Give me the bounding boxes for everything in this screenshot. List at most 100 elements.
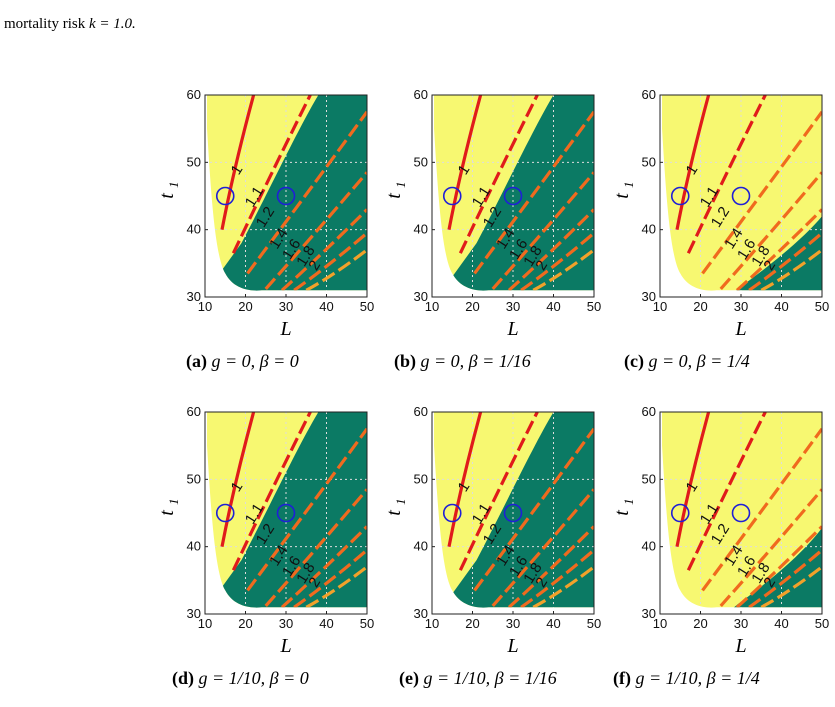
y-axis-title: t [383,510,405,516]
contour-line [507,525,595,608]
marker-circle [276,503,296,523]
caption-tag: (e) [399,668,424,688]
y-tick-label: 30 [187,289,201,304]
contour-line [447,412,483,547]
contour-line [246,110,368,275]
x-tick-label: 50 [587,616,601,631]
y-tick-label: 40 [642,539,656,554]
contour-line [686,95,767,254]
caption-tag: (f) [613,668,636,688]
y-tick-label: 40 [642,222,656,237]
contour-line [701,110,823,275]
y-tick-label: 60 [642,404,656,419]
contour-line [719,171,823,290]
contour-line [701,427,823,592]
contour-line [231,412,312,571]
caption-text: g = 0, β = 1/4 [648,351,750,371]
x-axis-title: L [506,635,518,657]
y-axis-title: t [156,510,178,516]
x-tick-label: 20 [238,616,252,631]
contour-line [491,488,595,607]
contour-line [458,412,539,571]
caption-text: g = 1/10, β = 1/4 [635,668,760,688]
y-tick-label: 30 [414,289,428,304]
header-math: k = 1.0. [89,16,136,32]
marker-circle [442,186,462,206]
caption-tag: (a) [186,351,212,371]
caption-tag: (d) [172,668,199,688]
header-prefix: mortality risk [4,16,86,32]
x-axis-title: L [734,635,746,657]
y-axis-title: t [156,193,178,199]
contour-line [748,231,823,291]
x-axis-title: L [734,318,746,340]
y-axis-subscript: 1 [166,182,181,189]
x-tick-label: 20 [465,299,479,314]
y-tick-label: 30 [642,606,656,621]
contour-line [735,525,823,608]
y-tick-label: 50 [414,154,428,169]
header-text: mortality risk k = 1.0. [4,16,136,33]
x-tick-label: 30 [506,299,520,314]
contour-line [532,248,595,291]
marker-circle [731,186,751,206]
x-tick-label: 30 [279,299,293,314]
y-tick-label: 50 [187,154,201,169]
y-tick-label: 50 [414,471,428,486]
contour-line [220,412,256,547]
contour-line [686,412,767,571]
y-axis-title: t [611,510,633,516]
marker-circle [670,186,690,206]
contour-line [293,548,368,608]
contour-line [507,208,595,291]
contour-line [520,231,595,291]
x-tick-label: 30 [506,616,520,631]
x-tick-label: 40 [774,299,788,314]
x-tick-label: 40 [774,616,788,631]
marker-circle [503,503,523,523]
contour-line [473,427,595,592]
y-axis-subscript: 1 [393,499,408,506]
y-tick-label: 40 [187,539,201,554]
contour-line [246,427,368,592]
x-tick-label: 30 [279,616,293,631]
y-axis-subscript: 1 [621,182,636,189]
caption-tag: (b) [394,351,421,371]
dominant-region [728,216,822,291]
x-tick-label: 40 [546,299,560,314]
contour-line [220,95,256,230]
x-tick-label: 20 [238,299,252,314]
contour-line [748,548,823,608]
x-tick-label: 50 [815,299,829,314]
contour-line [305,248,368,291]
x-tick-label: 10 [653,616,667,631]
x-tick-label: 50 [587,299,601,314]
y-tick-label: 60 [414,404,428,419]
dominant-region [726,527,822,608]
x-axis-title: L [279,318,291,340]
contour-line [473,110,595,275]
contour-line [675,412,711,547]
x-tick-label: 30 [734,616,748,631]
contour-line [305,565,368,608]
x-tick-label: 50 [360,616,374,631]
marker-circle [503,186,523,206]
caption-d: (d) g = 1/10, β = 0 [172,668,309,689]
x-axis-title: L [279,635,291,657]
caption-text: g = 1/10, β = 0 [198,668,309,688]
contour-line [264,488,368,607]
marker-circle [215,186,235,206]
marker-circle [276,186,296,206]
marker-circle [442,503,462,523]
caption-text: g = 0, β = 1/16 [420,351,531,371]
y-tick-label: 40 [187,222,201,237]
y-axis-title: t [611,193,633,199]
